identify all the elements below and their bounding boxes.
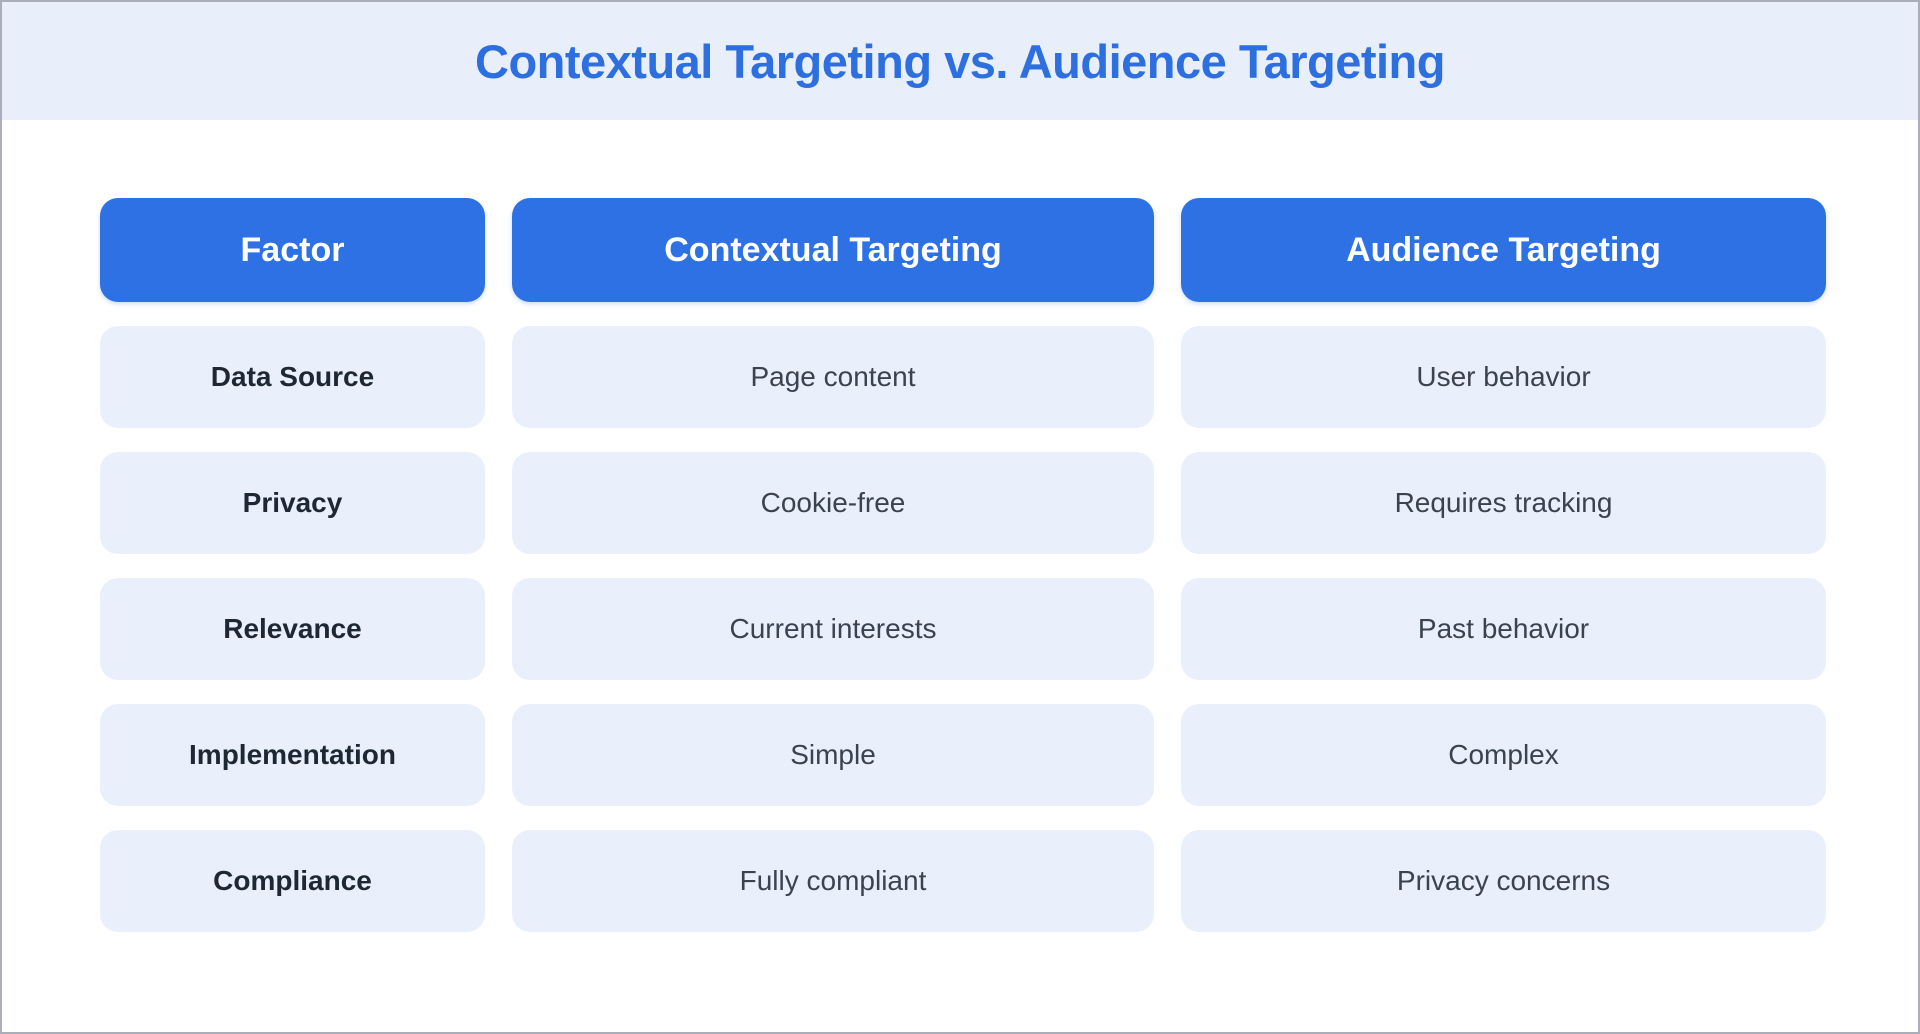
- header-cell-audience-targeting: Audience Targeting: [1181, 198, 1826, 302]
- value-label: Past behavior: [1417, 613, 1590, 644]
- factor-label: Relevance: [223, 613, 362, 644]
- title-banner: Contextual Targeting vs. Audience Target…: [2, 2, 1918, 120]
- value-label: User behavior: [1416, 361, 1591, 392]
- value-label: Page content: [750, 361, 916, 392]
- page-title: Contextual Targeting vs. Audience Target…: [475, 34, 1445, 88]
- header-cell-factor: Factor: [100, 198, 485, 302]
- row-data-source-audience: User behavior: [1181, 326, 1826, 428]
- value-label: Cookie-free: [760, 487, 906, 518]
- factor-label: Compliance: [213, 865, 372, 896]
- row-relevance-factor: Relevance: [100, 578, 485, 680]
- header-cell-contextual-targeting: Contextual Targeting: [512, 198, 1154, 302]
- row-implementation-factor: Implementation: [100, 704, 485, 806]
- row-relevance-audience: Past behavior: [1181, 578, 1826, 680]
- header-label: Contextual Targeting: [664, 230, 1002, 269]
- value-label: Fully compliant: [739, 865, 927, 896]
- factor-label: Privacy: [242, 487, 343, 518]
- row-compliance-contextual: Fully compliant: [512, 830, 1154, 932]
- row-relevance-contextual: Current interests: [512, 578, 1154, 680]
- row-implementation-audience: Complex: [1181, 704, 1826, 806]
- row-data-source-factor: Data Source: [100, 326, 485, 428]
- row-implementation-contextual: Simple: [512, 704, 1154, 806]
- row-privacy-contextual: Cookie-free: [512, 452, 1154, 554]
- value-label: Requires tracking: [1394, 487, 1613, 518]
- row-compliance-factor: Compliance: [100, 830, 485, 932]
- header-label: Factor: [240, 230, 345, 269]
- value-label: Privacy concerns: [1396, 865, 1611, 896]
- row-privacy-audience: Requires tracking: [1181, 452, 1826, 554]
- header-label: Audience Targeting: [1346, 230, 1661, 269]
- row-compliance-audience: Privacy concerns: [1181, 830, 1826, 932]
- value-label: Current interests: [729, 613, 937, 644]
- value-label: Complex: [1448, 739, 1559, 770]
- row-privacy-factor: Privacy: [100, 452, 485, 554]
- comparison-table: Factor Contextual Targeting Audience Tar…: [100, 198, 1826, 932]
- factor-label: Data Source: [210, 361, 375, 392]
- value-label: Simple: [790, 739, 876, 770]
- row-data-source-contextual: Page content: [512, 326, 1154, 428]
- factor-label: Implementation: [189, 739, 396, 770]
